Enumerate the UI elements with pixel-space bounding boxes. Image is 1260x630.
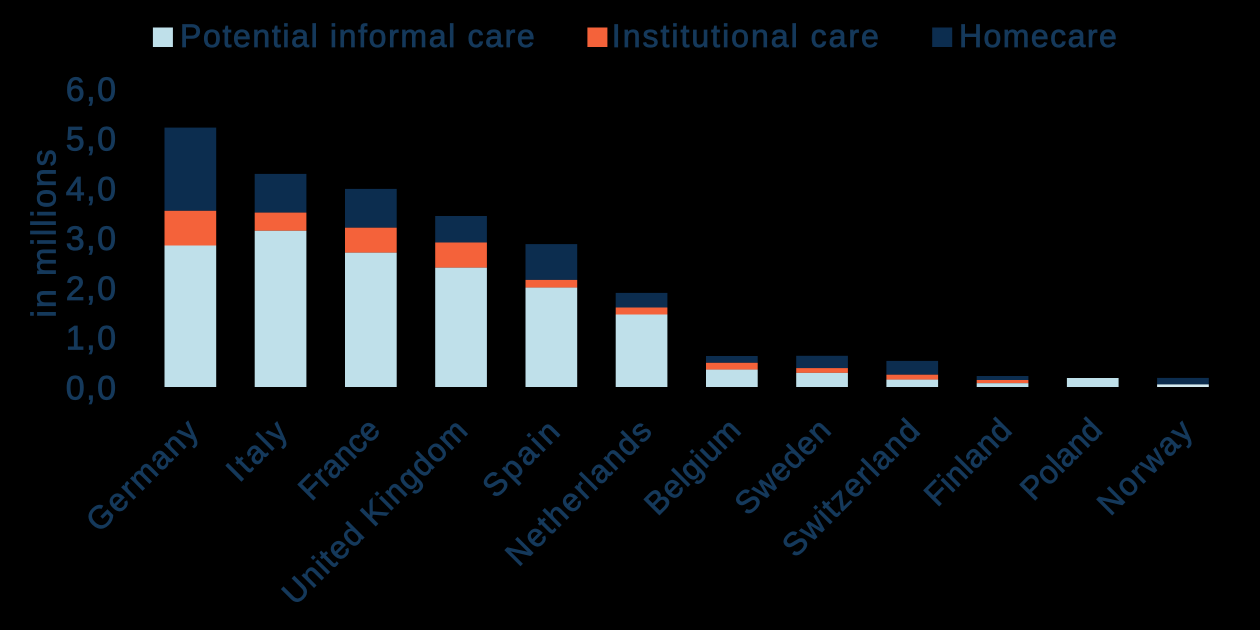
svg-text:Potential informal care: Potential informal care (180, 18, 536, 54)
svg-text:Institutional care: Institutional care (612, 18, 881, 54)
svg-text:1,0: 1,0 (66, 320, 118, 358)
svg-text:3,0: 3,0 (66, 220, 118, 258)
svg-text:5,0: 5,0 (66, 121, 118, 159)
svg-text:Finland: Finland (917, 411, 1019, 513)
svg-text:0,0: 0,0 (66, 369, 118, 407)
svg-text:in millions: in millions (26, 147, 64, 317)
svg-text:6,0: 6,0 (66, 71, 118, 109)
svg-text:Italy: Italy (219, 411, 296, 488)
svg-text:Germany: Germany (79, 411, 206, 538)
svg-text:2,0: 2,0 (66, 270, 118, 308)
svg-text:Belgium: Belgium (637, 411, 748, 522)
svg-text:Homecare: Homecare (959, 18, 1118, 54)
svg-text:4,0: 4,0 (66, 170, 118, 208)
svg-text:Norway: Norway (1090, 411, 1201, 522)
